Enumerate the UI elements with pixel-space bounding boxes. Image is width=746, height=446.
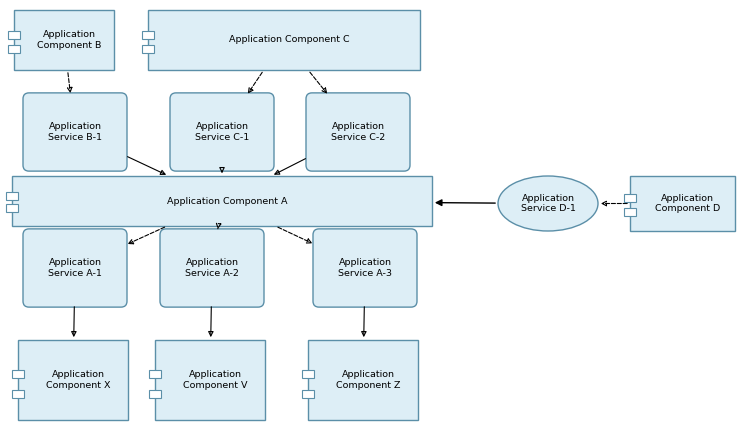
Bar [624, 207, 636, 215]
Text: Application
Component X: Application Component X [46, 370, 110, 390]
Text: Application Component A: Application Component A [167, 197, 287, 206]
Bar [308, 340, 418, 420]
FancyBboxPatch shape [23, 229, 127, 307]
Text: Application
Component Z: Application Component Z [336, 370, 401, 390]
Bar [6, 204, 18, 212]
Bar [18, 340, 128, 420]
FancyBboxPatch shape [170, 93, 274, 171]
Bar [6, 192, 18, 200]
Bar [12, 390, 24, 397]
Text: Application
Component V: Application Component V [183, 370, 247, 390]
Text: Application
Service B-1: Application Service B-1 [48, 122, 102, 142]
Text: Application
Service C-2: Application Service C-2 [331, 122, 385, 142]
Bar [12, 370, 24, 378]
Bar [12, 176, 432, 226]
Bar [624, 194, 636, 202]
Text: Application
Service D-1: Application Service D-1 [521, 194, 575, 213]
Bar [14, 10, 114, 70]
FancyBboxPatch shape [23, 93, 127, 171]
Bar [148, 10, 420, 70]
Ellipse shape [498, 176, 598, 231]
Bar [302, 370, 314, 378]
Bar [149, 390, 161, 397]
Text: Application
Service A-1: Application Service A-1 [48, 258, 102, 278]
Text: Application
Service A-3: Application Service A-3 [338, 258, 392, 278]
Bar [630, 176, 735, 231]
FancyBboxPatch shape [306, 93, 410, 171]
Bar [142, 45, 154, 53]
Text: Application
Service A-2: Application Service A-2 [185, 258, 239, 278]
FancyBboxPatch shape [313, 229, 417, 307]
Bar [142, 31, 154, 39]
Bar [302, 390, 314, 397]
FancyBboxPatch shape [160, 229, 264, 307]
Bar [8, 45, 20, 53]
Text: Application
Component D: Application Component D [655, 194, 720, 213]
Bar [155, 340, 265, 420]
Bar [149, 370, 161, 378]
Text: Application Component C: Application Component C [229, 36, 349, 45]
Text: Application
Service C-1: Application Service C-1 [195, 122, 249, 142]
Bar [8, 31, 20, 39]
Text: Application
Component B: Application Component B [37, 30, 101, 50]
